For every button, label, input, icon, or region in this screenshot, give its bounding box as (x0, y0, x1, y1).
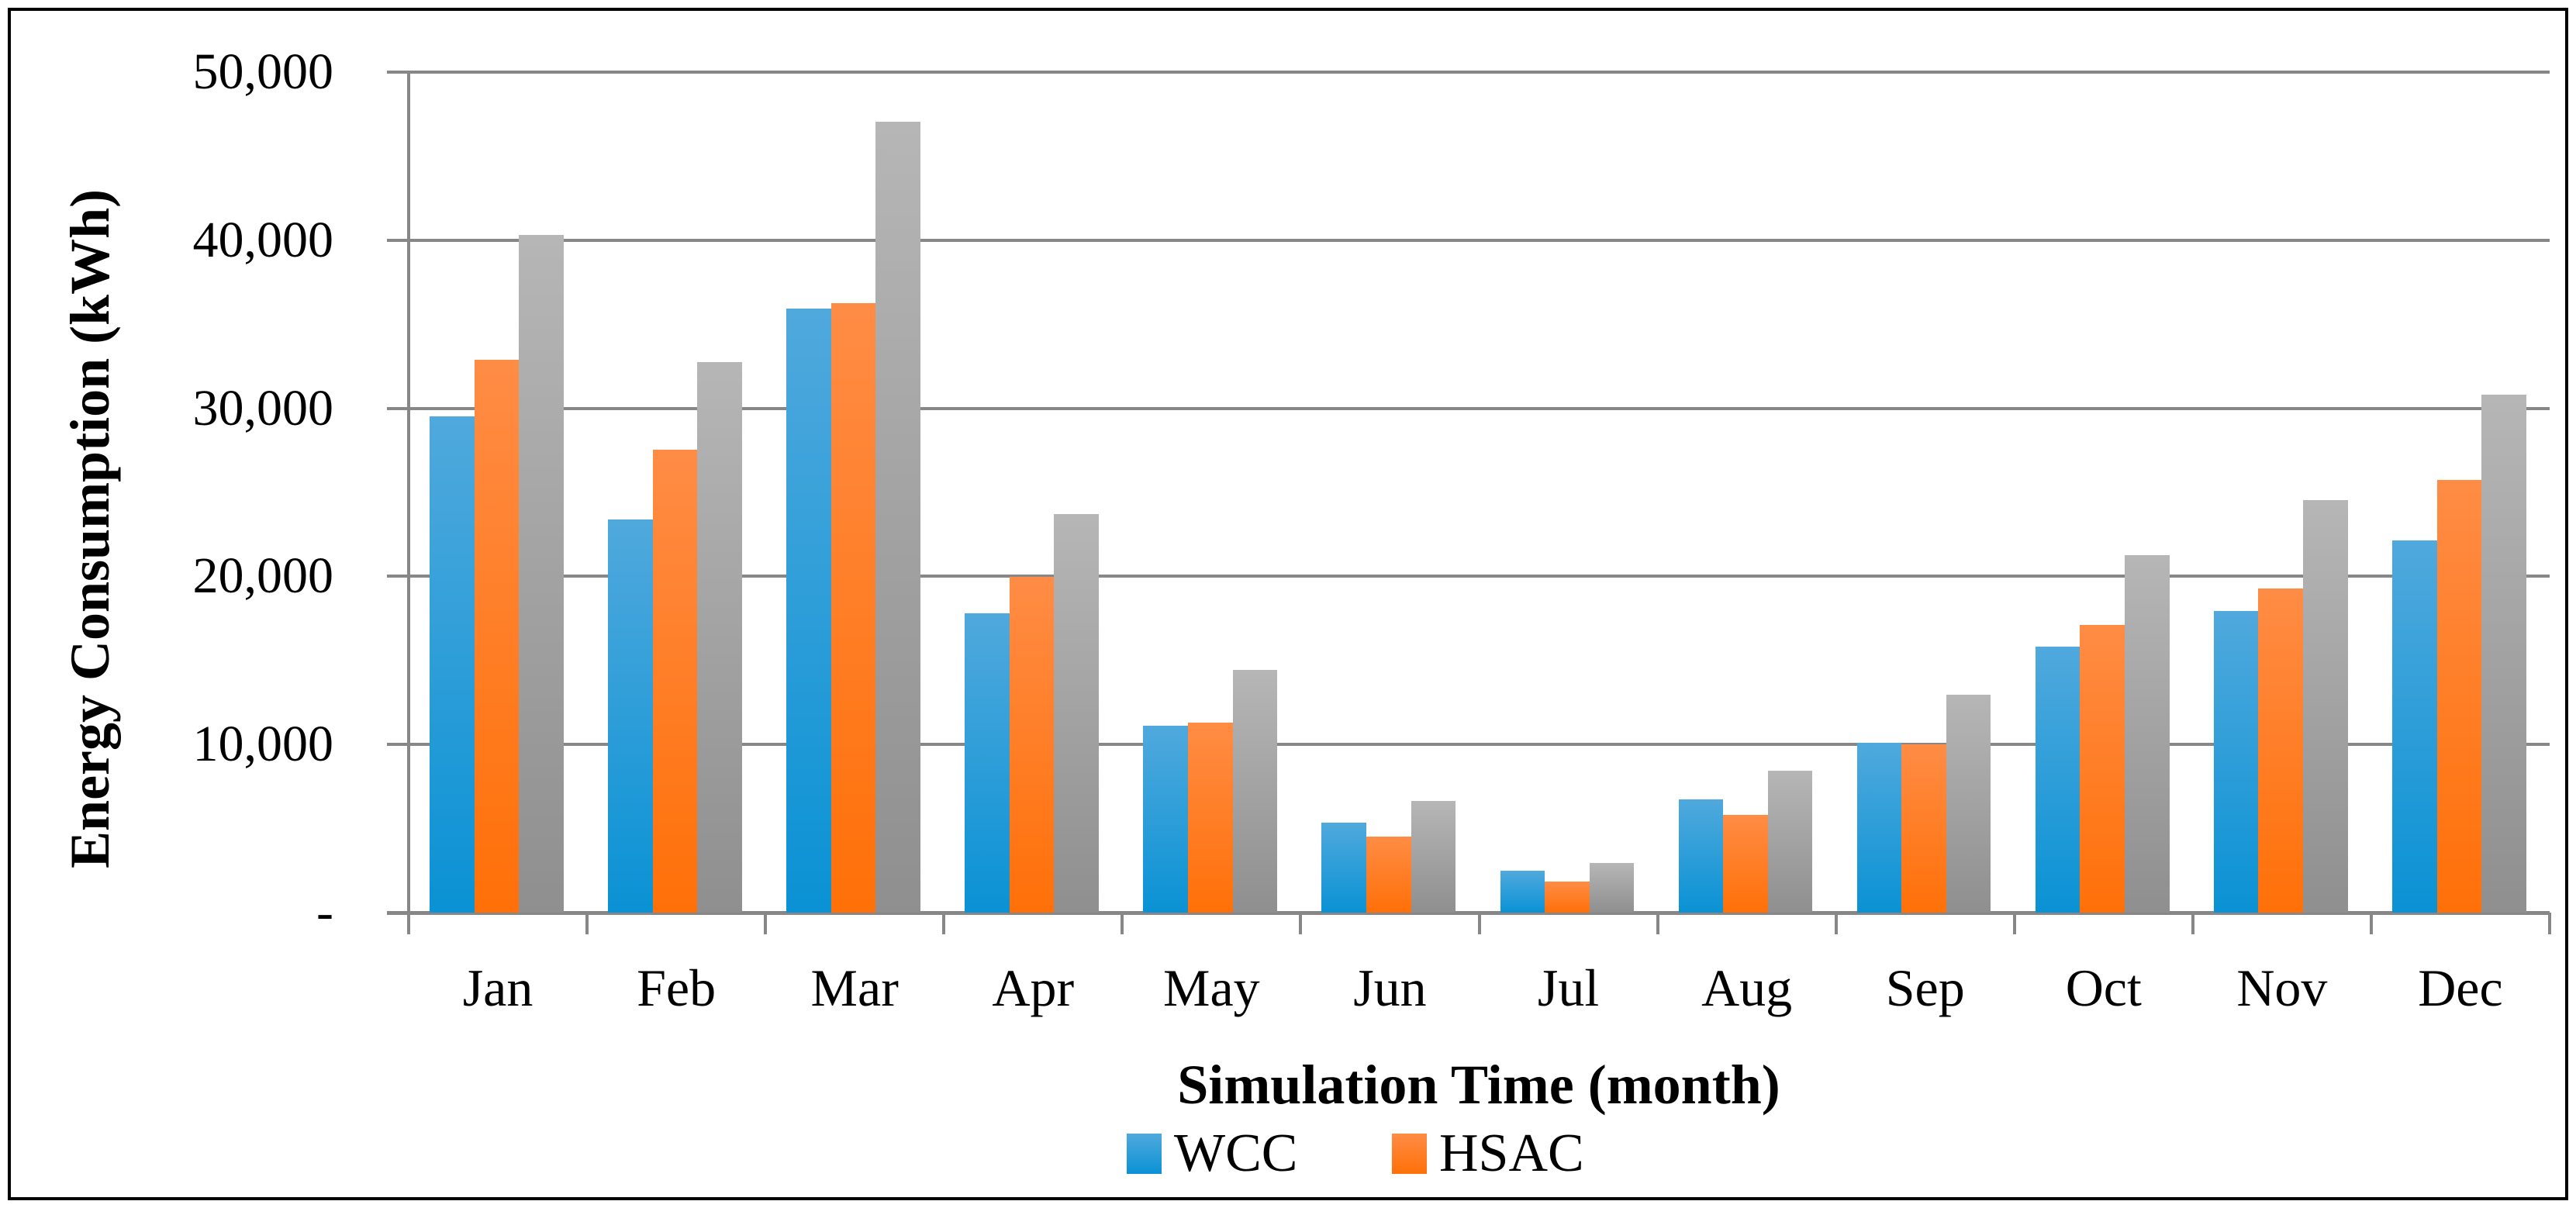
bar-hsac-oct (2080, 625, 2125, 913)
x-tick-label-mar: Mar (810, 958, 899, 1017)
y-tick-label: 40,000 (192, 211, 334, 268)
gridline-40000 (387, 238, 2550, 242)
x-tick-label-oct: Oct (2065, 958, 2142, 1017)
x-tick-label-may: May (1163, 958, 1260, 1017)
bar-wcc-nov (2213, 610, 2259, 913)
legend-label: HSAC (1439, 1123, 1584, 1183)
bar-wcc-sep (1856, 743, 1902, 913)
legend-swatch-hsac (1392, 1134, 1427, 1174)
x-axis-title: Simulation Time (month) (1177, 1054, 1780, 1116)
bar-unlabeled-jan (519, 235, 564, 913)
bar-hsac-sep (1901, 744, 1946, 913)
x-axis-tick (1834, 913, 1838, 934)
x-tick-label-apr: Apr (992, 958, 1075, 1017)
y-tick-label: 10,000 (192, 716, 334, 773)
bar-unlabeled-aug (1767, 770, 1813, 913)
x-axis-tick (2548, 913, 2551, 934)
x-axis-tick (2369, 913, 2373, 934)
gridline-20000 (387, 575, 2550, 578)
x-tick-label-jul: Jul (1537, 958, 1600, 1017)
bar-hsac-nov (2258, 588, 2304, 913)
bar-unlabeled-jul (1589, 863, 1635, 913)
bar-hsac-jun (1366, 837, 1411, 913)
bar-wcc-mar (786, 308, 831, 913)
bar-hsac-feb (652, 449, 698, 913)
bar-unlabeled-apr (1054, 514, 1100, 913)
gridline-10000 (387, 743, 2550, 747)
bar-wcc-jun (1321, 823, 1366, 913)
bar-wcc-dec (2391, 540, 2437, 913)
bar-hsac-jan (474, 359, 520, 913)
gridline-30000 (387, 406, 2550, 410)
x-axis-tick (1299, 913, 1303, 934)
x-axis-tick (407, 913, 410, 934)
bar-unlabeled-mar (875, 121, 920, 913)
bar-unlabeled-feb (697, 361, 742, 913)
bar-hsac-dec (2436, 479, 2482, 913)
bar-wcc-may (1143, 726, 1188, 913)
y-axis-line (407, 72, 410, 934)
chart-border (8, 8, 2568, 1200)
x-axis-tick (585, 913, 589, 934)
bar-unlabeled-may (1232, 669, 1278, 913)
bar-wcc-jan (430, 416, 475, 913)
legend-item-hsac: HSAC (1392, 1123, 1584, 1183)
x-tick-label-sep: Sep (1885, 958, 1965, 1017)
x-tick-label-feb: Feb (637, 958, 717, 1017)
x-tick-label-jan: Jan (462, 958, 534, 1017)
x-axis-tick (2191, 913, 2194, 934)
legend-label: WCC (1174, 1123, 1298, 1183)
x-axis-line (387, 911, 2550, 915)
x-axis-tick (942, 913, 946, 934)
bar-wcc-feb (608, 519, 653, 913)
x-tick-label-jun: Jun (1353, 958, 1427, 1017)
bar-hsac-may (1187, 723, 1233, 913)
x-axis-tick (1121, 913, 1124, 934)
bar-hsac-mar (830, 303, 876, 913)
x-axis-tick (1656, 913, 1659, 934)
bar-unlabeled-nov (2303, 499, 2348, 913)
bar-unlabeled-sep (1946, 695, 1991, 913)
y-tick-label: 30,000 (192, 379, 334, 437)
bar-wcc-apr (965, 613, 1010, 913)
x-tick-label-aug: Aug (1701, 958, 1793, 1017)
x-tick-label-dec: Dec (2418, 958, 2503, 1017)
x-axis-tick (764, 913, 768, 934)
bar-hsac-apr (1009, 577, 1055, 913)
bar-hsac-jul (1545, 881, 1590, 913)
y-tick-label: - (316, 884, 333, 941)
gridline-50000 (387, 71, 2550, 74)
bar-hsac-aug (1723, 815, 1768, 913)
legend-item-wcc: WCC (1127, 1123, 1298, 1183)
x-axis-tick (2012, 913, 2016, 934)
bar-unlabeled-dec (2481, 395, 2526, 913)
bar-unlabeled-jun (1411, 800, 1456, 913)
bar-wcc-jul (1500, 870, 1545, 913)
x-axis-tick (1477, 913, 1481, 934)
y-axis-title: Energy Consumption (kWh) (59, 188, 121, 868)
bar-unlabeled-oct (2124, 555, 2170, 913)
bar-wcc-aug (1678, 799, 1724, 913)
y-tick-label: 20,000 (192, 547, 334, 605)
legend-swatch-wcc (1127, 1134, 1162, 1174)
y-tick-label: 50,000 (192, 43, 334, 100)
bar-wcc-oct (2035, 647, 2080, 913)
x-tick-label-nov: Nov (2236, 958, 2328, 1017)
